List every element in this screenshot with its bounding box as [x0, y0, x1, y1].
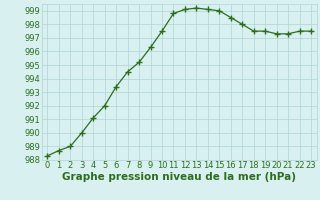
X-axis label: Graphe pression niveau de la mer (hPa): Graphe pression niveau de la mer (hPa) [62, 172, 296, 182]
